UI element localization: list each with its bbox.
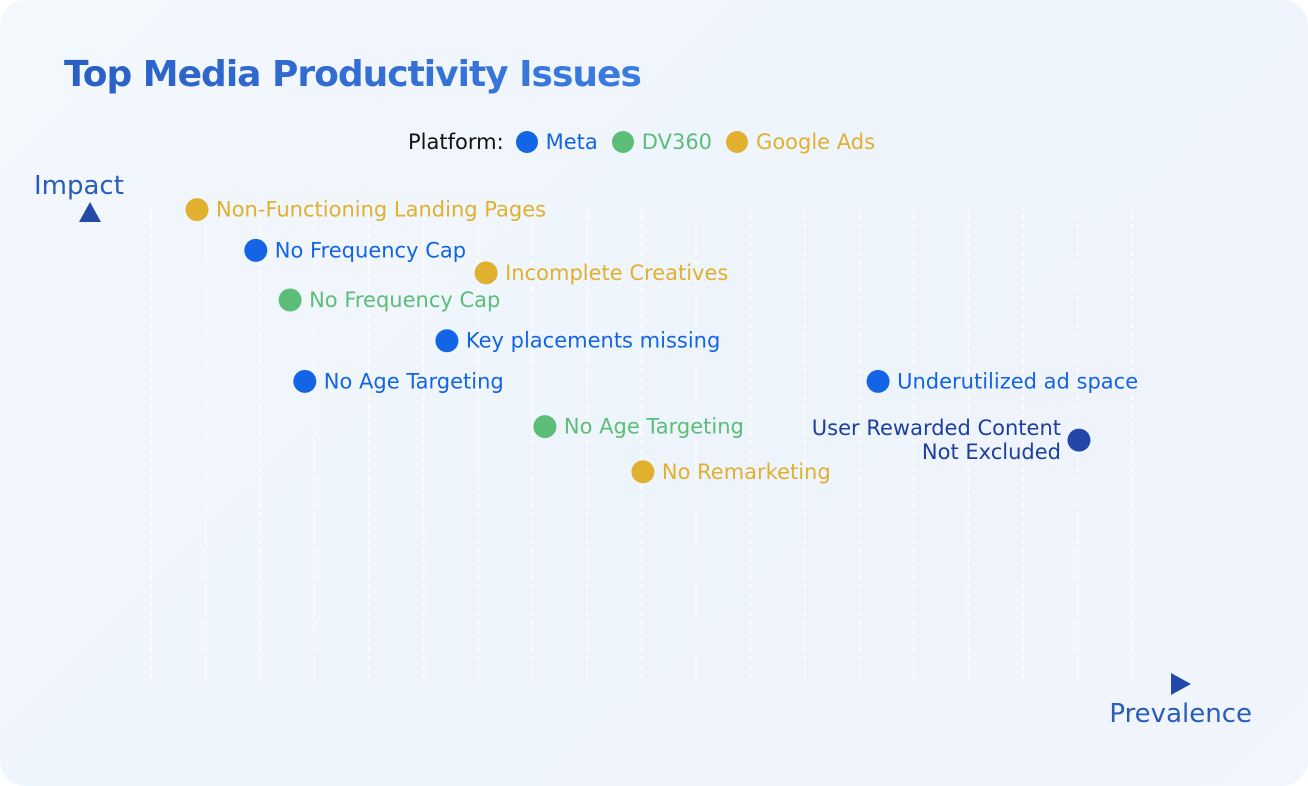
data-point — [244, 238, 268, 262]
legend-text-meta: Meta — [545, 130, 598, 154]
data-point-label: No Age Targeting — [324, 369, 504, 393]
data-point-label: No Remarketing — [662, 460, 831, 484]
data-point — [474, 261, 498, 285]
legend-text-dv360: DV360 — [641, 130, 713, 154]
x-axis-arrow — [1171, 673, 1191, 695]
legend-item-dv360: DV360 — [611, 130, 713, 154]
data-points: Non-Functioning Landing Pages No Frequenc… — [185, 198, 1138, 484]
data-point — [278, 288, 302, 312]
axes — [79, 202, 1191, 695]
y-axis-label: Impact — [34, 171, 124, 201]
chart-title: Top Media Productivity Issues — [64, 54, 642, 95]
legend-item-google-ads: Google Ads — [726, 130, 875, 154]
legend-text-google-ads: Google Ads — [756, 130, 876, 154]
data-point-label: No Frequency Cap — [309, 288, 500, 312]
data-point — [185, 198, 209, 222]
legend: Platform: Meta DV360 Google Ads — [408, 128, 889, 156]
data-point-label: Incomplete Creatives — [505, 261, 728, 285]
legend-dot-meta — [515, 131, 538, 153]
data-point-label: Key placements missing — [466, 329, 720, 353]
y-axis-arrow — [79, 202, 101, 222]
data-point — [1067, 428, 1091, 452]
data-point-label: User Rewarded Content Not Excluded — [812, 416, 1061, 464]
data-point — [435, 329, 459, 353]
data-point-label: No Frequency Cap — [275, 238, 466, 262]
data-point — [293, 369, 317, 393]
x-axis-label: Prevalence — [1109, 699, 1252, 729]
legend-item-meta: Meta — [515, 130, 598, 154]
legend-dot-google-ads — [726, 131, 749, 153]
data-point — [866, 369, 890, 393]
data-point — [631, 460, 655, 484]
data-point-label: Underutilized ad space — [897, 369, 1138, 393]
data-point — [533, 415, 557, 439]
grid-lines — [150, 206, 1133, 680]
legend-dot-dv360 — [611, 131, 634, 153]
data-point-label: No Age Targeting — [564, 415, 744, 439]
legend-title: Platform: — [408, 130, 504, 154]
data-point-label: Non-Functioning Landing Pages — [216, 198, 546, 222]
